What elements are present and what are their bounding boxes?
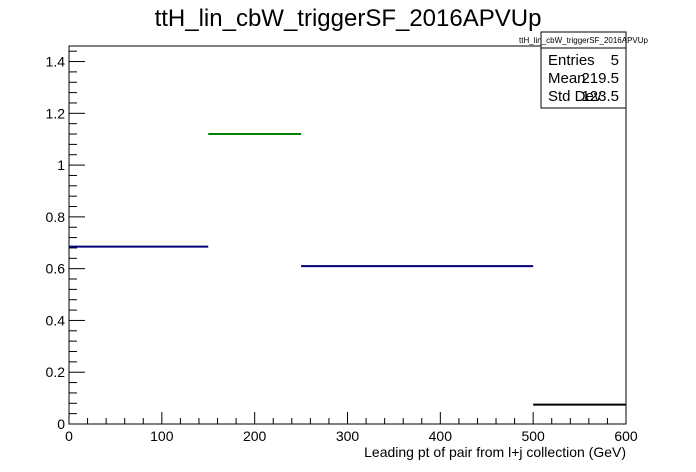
chart-title: ttH_lin_cbW_triggerSF_2016APVUp — [155, 5, 542, 32]
x-axis-label: Leading pt of pair from l+j collection (… — [364, 444, 626, 460]
stats-box: ttH_lin_cbW_triggerSF_2016APVUp Entries … — [519, 31, 649, 109]
y-tick-label: 0.4 — [46, 312, 66, 328]
x-tick-label: 400 — [429, 428, 453, 444]
x-tick-label: 0 — [65, 428, 73, 444]
y-tick-label: 1.2 — [46, 105, 66, 121]
y-tick-label: 0.2 — [46, 364, 66, 380]
stats-mean-label: Mean — [548, 70, 586, 87]
stats-stddev-value: 123.5 — [581, 88, 619, 105]
y-tick-label: 0.6 — [46, 261, 66, 277]
x-tick-label: 600 — [614, 428, 638, 444]
y-tick-label: 0 — [57, 416, 65, 432]
stats-stddev-label: Std Dev — [548, 88, 602, 105]
x-axis: 0 100 200 300 400 500 600 — [65, 412, 638, 444]
stats-mean-value: 219.5 — [581, 70, 619, 87]
stats-box-title: ttH_lin_cbW_triggerSF_2016APVUp — [519, 36, 649, 45]
x-tick-label: 200 — [243, 428, 267, 444]
stats-entries-label: Entries — [548, 52, 595, 69]
stats-entries-value: 5 — [611, 52, 619, 69]
histogram-bins — [69, 133, 626, 406]
x-tick-label: 300 — [336, 428, 360, 444]
y-tick-label: 1 — [57, 157, 65, 173]
y-axis: 0 0.2 0.4 0.6 0.8 1 1.2 1.4 — [46, 50, 85, 432]
y-tick-label: 1.4 — [46, 54, 66, 70]
x-tick-label: 100 — [150, 428, 174, 444]
x-tick-label: 500 — [521, 428, 545, 444]
y-tick-label: 0.8 — [46, 209, 66, 225]
stats-box-border — [540, 31, 627, 109]
